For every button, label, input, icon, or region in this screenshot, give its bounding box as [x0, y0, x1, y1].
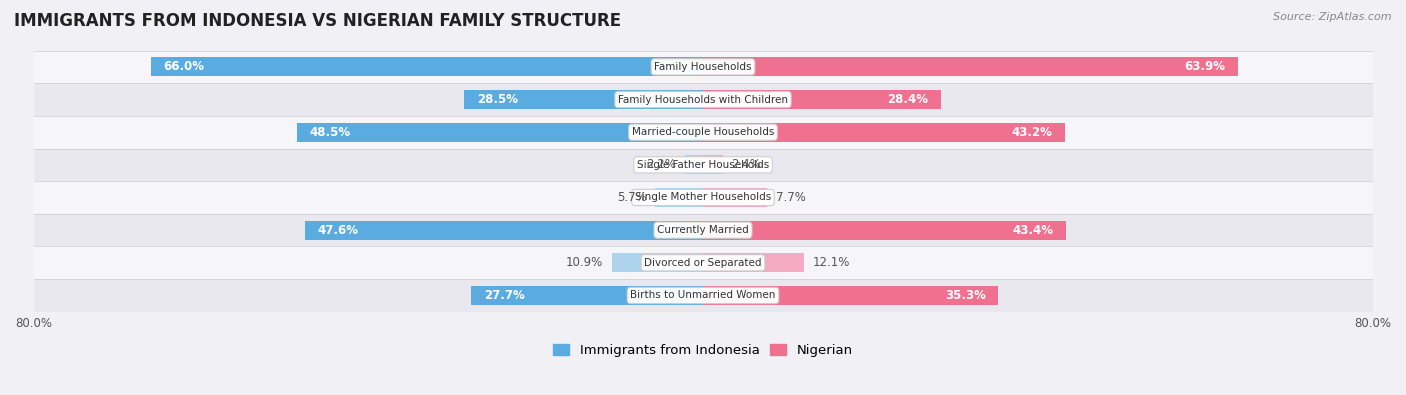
Text: Births to Unmarried Women: Births to Unmarried Women	[630, 290, 776, 301]
Text: Single Father Households: Single Father Households	[637, 160, 769, 170]
Text: Family Households: Family Households	[654, 62, 752, 72]
Text: 7.7%: 7.7%	[776, 191, 806, 204]
Text: Single Mother Households: Single Mother Households	[636, 192, 770, 203]
Bar	[34, 149, 1372, 181]
Text: Married-couple Households: Married-couple Households	[631, 127, 775, 137]
Bar	[150, 57, 703, 76]
Bar	[703, 253, 804, 272]
Text: 43.4%: 43.4%	[1012, 224, 1053, 237]
Text: IMMIGRANTS FROM INDONESIA VS NIGERIAN FAMILY STRUCTURE: IMMIGRANTS FROM INDONESIA VS NIGERIAN FA…	[14, 12, 621, 30]
Text: Family Households with Children: Family Households with Children	[619, 94, 787, 105]
Text: Currently Married: Currently Married	[657, 225, 749, 235]
Bar	[305, 221, 703, 240]
Bar	[34, 116, 1372, 149]
Bar	[34, 51, 1372, 83]
Bar	[703, 90, 941, 109]
Text: 35.3%: 35.3%	[945, 289, 986, 302]
Text: Divorced or Separated: Divorced or Separated	[644, 258, 762, 268]
Bar	[612, 253, 703, 272]
Bar	[703, 155, 723, 174]
Bar	[703, 286, 998, 305]
Bar	[297, 123, 703, 142]
Bar	[34, 214, 1372, 246]
Text: 27.7%: 27.7%	[484, 289, 524, 302]
Text: 2.4%: 2.4%	[731, 158, 761, 171]
Bar	[471, 286, 703, 305]
Bar	[34, 246, 1372, 279]
Text: 2.2%: 2.2%	[647, 158, 676, 171]
Bar	[464, 90, 703, 109]
Bar	[703, 221, 1066, 240]
Text: 12.1%: 12.1%	[813, 256, 851, 269]
Text: 48.5%: 48.5%	[309, 126, 350, 139]
Bar	[34, 181, 1372, 214]
Bar	[703, 57, 1237, 76]
Legend: Immigrants from Indonesia, Nigerian: Immigrants from Indonesia, Nigerian	[548, 339, 858, 363]
Text: 10.9%: 10.9%	[567, 256, 603, 269]
Text: 63.9%: 63.9%	[1184, 60, 1225, 73]
Bar	[34, 279, 1372, 312]
Bar	[34, 83, 1372, 116]
Bar	[655, 188, 703, 207]
Text: 5.7%: 5.7%	[617, 191, 647, 204]
Bar	[703, 123, 1064, 142]
Text: 47.6%: 47.6%	[318, 224, 359, 237]
Bar	[703, 188, 768, 207]
Text: 66.0%: 66.0%	[163, 60, 204, 73]
Text: 28.4%: 28.4%	[887, 93, 928, 106]
Text: 28.5%: 28.5%	[477, 93, 517, 106]
Text: 43.2%: 43.2%	[1011, 126, 1052, 139]
Text: Source: ZipAtlas.com: Source: ZipAtlas.com	[1274, 12, 1392, 22]
Bar	[685, 155, 703, 174]
